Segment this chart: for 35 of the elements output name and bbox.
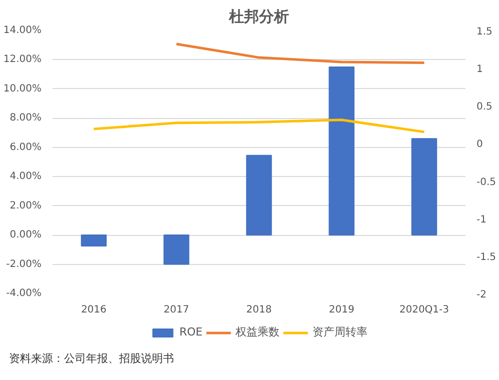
chart-title: 杜邦分析 [228,8,289,26]
bar [328,66,354,236]
y-tick-label: 4.00% [10,171,42,182]
bar [164,234,190,265]
y-tick-label: 10.00% [3,83,42,94]
line-series [175,42,426,64]
y-tick-label: 14.00% [3,25,42,36]
bar [411,138,438,236]
y-tick-label: 2.00% [10,200,42,212]
x-tick-label: 2018 [246,304,272,316]
x-tick-label: 2017 [164,304,190,316]
x-tick-label: 2016 [81,304,107,316]
legend-label: ROE [179,326,203,338]
line-series [92,118,426,134]
y2-tick-label: 1 [476,64,483,76]
y-tick-label: 0.00% [10,230,42,241]
y2-tick-label: -1 [476,214,486,226]
legend-label: 资产周转率 [312,324,368,340]
bar [246,154,272,236]
y2-tick-label: -0.5 [476,176,496,188]
y2-tick-label: 0 [476,139,483,150]
y-tick-label: -4.00% [6,288,42,299]
x-tick-label: 2019 [328,304,354,316]
y-tick-label: 6.00% [10,142,42,153]
y-tick-label: 8.00% [10,112,42,124]
y2-tick-label: 0.5 [476,102,492,113]
y-tick-label: 12.00% [3,54,42,66]
bar [80,234,107,247]
y2-tick-label: -1.5 [476,252,496,263]
y2-tick-label: 1.5 [476,26,492,38]
x-tick-label: 2020Q1-3 [399,304,450,316]
text: 资料来源：公司年报、招股说明书 [9,351,174,367]
legend-label: 权益乘数 [236,324,280,340]
y2-tick-label: -2 [476,290,486,300]
y-tick-label: -2.00% [6,258,42,270]
